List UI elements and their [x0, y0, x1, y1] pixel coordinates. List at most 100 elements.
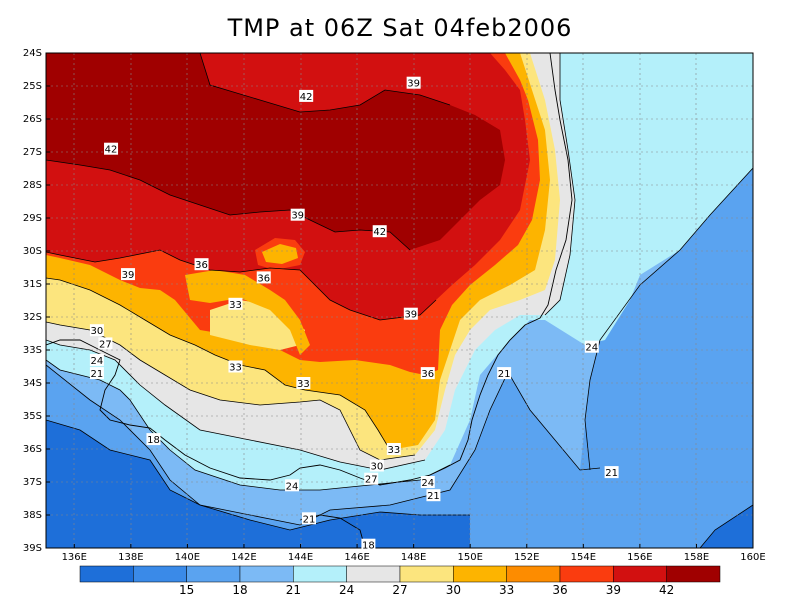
- lon-tick-label: 138E: [118, 552, 143, 563]
- contour-label: 36: [195, 260, 208, 271]
- contour-label: 21: [303, 514, 316, 525]
- lon-tick-label: 154E: [571, 552, 596, 563]
- contour-label: 27: [365, 475, 378, 486]
- colorbar-label: 33: [499, 583, 514, 597]
- colorbar-swatch: [133, 565, 187, 583]
- contour-label-bg: [364, 472, 379, 485]
- contour-label: 30: [371, 462, 384, 473]
- colorbar-label: 27: [392, 583, 407, 597]
- contour-lines: [46, 53, 753, 548]
- contour-label-bg: [121, 268, 136, 281]
- contour-label: 39: [122, 270, 135, 281]
- band-42-island: [262, 244, 298, 264]
- colorbar-label: 18: [232, 583, 247, 597]
- plot-frame: [45, 52, 754, 549]
- lat-tick-label: 30S: [23, 246, 42, 257]
- contour-label-bg: [228, 360, 243, 373]
- lat-tick-label: 33S: [23, 345, 42, 356]
- lon-tick-label: 152E: [514, 552, 539, 563]
- colorbar-swatch: [453, 565, 507, 583]
- contour-label-bg: [372, 225, 387, 238]
- colorbar-swatch: [613, 565, 667, 583]
- contour-label-bg: [285, 479, 300, 492]
- colorbar-label: 24: [339, 583, 354, 597]
- contour-labels: 4242423939393936363633333333303027272424…: [89, 76, 619, 552]
- colorbar: 15 18 21 24 27 30 33 36 39 42: [79, 565, 721, 597]
- colorbar-label: 42: [659, 583, 674, 597]
- contour-label: 33: [297, 379, 310, 390]
- contour-label: 33: [229, 300, 242, 311]
- contour-label-bg: [146, 433, 161, 446]
- lat-tick-label: 28S: [23, 180, 42, 191]
- contour-label-bg: [420, 476, 435, 488]
- lat-tick-label: 24S: [23, 48, 42, 59]
- latitude-ticks: 24S 25S 26S 27S 28S 29S 30S 31S 32S 33S 34S 35S 36S 3…: [23, 48, 50, 554]
- contour-label-bg: [299, 89, 314, 102]
- colorbar-swatch: [346, 565, 401, 583]
- lat-tick-label: 38S: [23, 510, 42, 521]
- lat-tick-label: 39S: [23, 543, 42, 554]
- contour-label: 42: [105, 145, 118, 156]
- colorbar-swatch: [239, 565, 294, 583]
- contour-label: 18: [147, 435, 160, 446]
- lon-tick-label: 142E: [231, 552, 256, 563]
- contour-label: 18: [362, 541, 375, 552]
- contour-label-bg: [302, 512, 317, 525]
- contour-label-bg: [256, 271, 271, 284]
- contour-label: 42: [300, 92, 313, 103]
- contour-label: 30: [91, 326, 104, 337]
- contour-label-bg: [361, 538, 376, 551]
- contour-label-bg: [228, 297, 243, 310]
- lon-tick-label: 144E: [288, 552, 313, 563]
- lon-tick-label: 150E: [457, 552, 482, 563]
- lat-tick-label: 25S: [23, 81, 42, 92]
- contour-label: 33: [229, 363, 242, 374]
- contour-label-bg: [296, 377, 311, 389]
- lat-tick-label: 36S: [23, 444, 42, 455]
- contour-label: 21: [427, 491, 440, 502]
- colorbar-label: 15: [179, 583, 194, 597]
- contour-label: 21: [91, 369, 104, 380]
- contour-label-bg: [420, 367, 435, 380]
- lon-tick-label: 160E: [740, 552, 765, 563]
- contour-label-bg: [403, 307, 418, 320]
- contour-label: 21: [498, 369, 511, 380]
- lat-tick-label: 27S: [23, 147, 42, 158]
- colorbar-swatch: [186, 565, 241, 583]
- lon-tick-label: 148E: [401, 552, 426, 563]
- contour-label: 24: [585, 343, 598, 354]
- contour-label: 39: [291, 211, 304, 222]
- contour-label-bg: [98, 337, 113, 350]
- contour-label: 42: [373, 227, 386, 238]
- colorbar-label: 30: [446, 583, 461, 597]
- colorbar-label: 39: [606, 583, 621, 597]
- contour-label-bg: [386, 443, 401, 455]
- lat-tick-label: 31S: [23, 279, 42, 290]
- lon-tick-label: 146E: [344, 552, 369, 563]
- contour-label: 36: [257, 273, 270, 284]
- colorbar-swatch: [79, 565, 134, 583]
- lat-tick-label: 34S: [23, 378, 42, 389]
- lat-tick-label: 35S: [23, 411, 42, 422]
- contour-label-bg: [584, 340, 599, 353]
- colorbar-swatch: [506, 565, 561, 583]
- colorbar-swatch: [399, 565, 454, 583]
- contour-label-bg: [290, 208, 305, 221]
- contour-label-bg: [406, 76, 421, 89]
- contour-label: 21: [605, 468, 618, 479]
- colorbar-label: 21: [286, 583, 301, 597]
- contour-label-bg: [104, 142, 119, 155]
- colorbar-swatch: [666, 565, 721, 583]
- band-45-plus: [46, 53, 505, 250]
- lat-tick-label: 26S: [23, 114, 42, 125]
- band-33-36-inner-2: [185, 270, 310, 355]
- band-15-18-se: [700, 505, 753, 548]
- contour-label-bg: [426, 489, 441, 502]
- lon-tick-label: 156E: [627, 552, 652, 563]
- contour-label-bg: [194, 258, 209, 271]
- contour-label: 24: [91, 356, 104, 367]
- contour-label-bg: [369, 459, 384, 472]
- contour-label-bg: [89, 353, 104, 366]
- contour-label: 24: [421, 478, 434, 489]
